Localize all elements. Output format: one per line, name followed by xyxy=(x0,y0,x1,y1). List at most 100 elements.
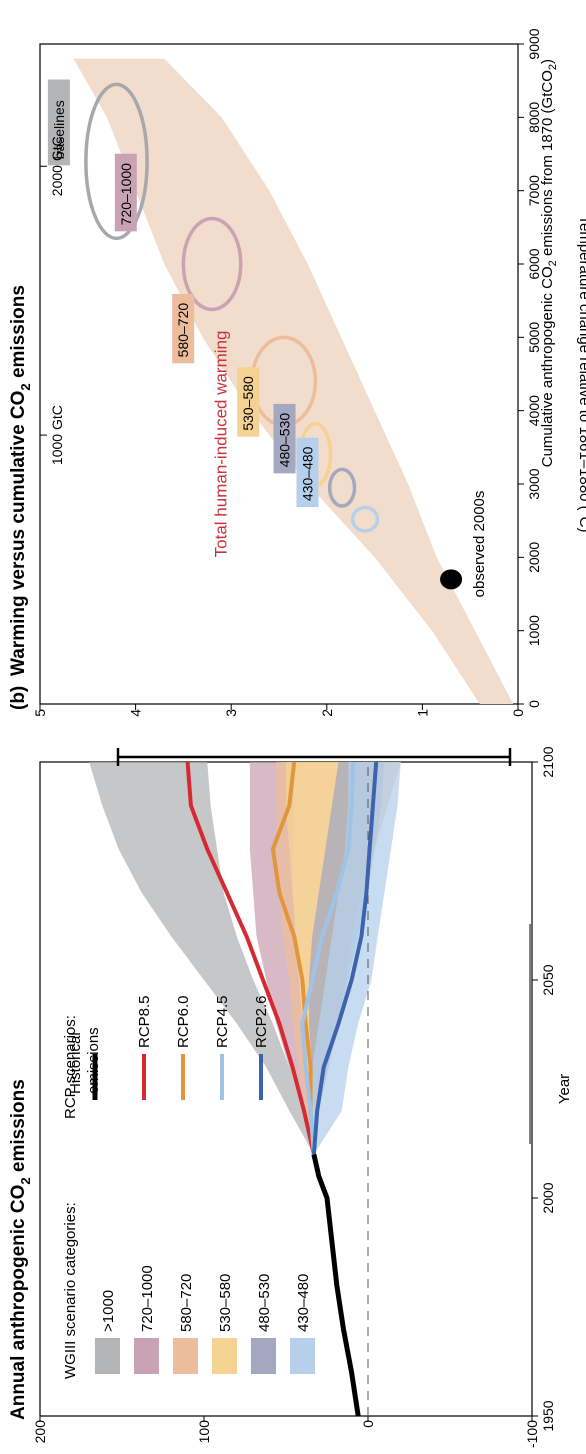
legend-label-rcp4-5: RCP4.5 xyxy=(214,995,231,1048)
panel-b-xlabel-part3: ) xyxy=(539,59,556,64)
legend-label-430-480: 430–480 xyxy=(295,1274,312,1332)
warming-plume xyxy=(73,58,514,704)
b-x-tick-label-4000: 4000 xyxy=(526,395,542,426)
b-x-tick-label-2000: 2000 xyxy=(526,542,542,573)
bracket xyxy=(116,748,512,766)
ellipse-baselines xyxy=(84,82,149,241)
legend-label-rcp8-5: RCP8.5 xyxy=(136,995,153,1048)
panel-a-axes: 1950 2000 2050 2100 -100 0 100 200 Year xyxy=(32,746,573,1448)
legend-swatch-430-480 xyxy=(290,1338,315,1374)
panel-a-title-sub: 2 xyxy=(18,1177,33,1184)
line-historical xyxy=(311,1153,361,1417)
panel-a-xlabel: Year xyxy=(556,1074,573,1104)
legend-label-rcp6-0: RCP6.0 xyxy=(175,995,192,1048)
ellipse-label-box-430-480 xyxy=(296,437,319,508)
x-tick-label-2050: 2050 xyxy=(540,964,556,995)
panel-b-title: Warming versus cumulative CO2 emissions xyxy=(8,285,33,676)
ellipse-label-580-720: 580–720 xyxy=(175,303,191,358)
panel-b-axes: 0 1000 2000 3000 4000 5000 6000 7000 8000 9000 0 1 2… xyxy=(32,28,586,717)
x-tick-label-2100: 2100 xyxy=(540,746,556,777)
panel-a-title-part2: emissions xyxy=(8,1079,29,1177)
legend-label-530-580: 530–580 xyxy=(217,1274,234,1332)
observed-label: observed 2000s xyxy=(471,491,488,598)
b-top-tick-label-2000-gtc: 2000 GtC xyxy=(49,136,65,196)
b-x-tick-label-6000: 6000 xyxy=(526,248,542,279)
b-x-tick-label-1000: 1000 xyxy=(526,615,542,646)
ellipse-720-1000 xyxy=(181,216,243,312)
legend-rcp-title: RCP scenarios: xyxy=(62,1015,79,1119)
ellipse-label-box-720-1000 xyxy=(114,153,137,232)
legend-label-580-720: 580–720 xyxy=(178,1274,195,1332)
ellipse-label-530-580: 530–580 xyxy=(240,376,256,431)
panel-b-xlabel: Cumulative anthropogenic CO2 emissions f… xyxy=(539,59,559,467)
line-rcp6-0 xyxy=(270,761,316,1155)
ellipse-label-box-480-530 xyxy=(273,403,296,474)
legend-historical-line1: Historical xyxy=(67,1032,84,1094)
observed-dot xyxy=(440,569,463,590)
panel-b-ylabel: Temperature change relative to 1861–1880… xyxy=(576,215,586,532)
legend-label-720-1000: 720–1000 xyxy=(139,1265,156,1332)
panel-b-xlabel-sub: 2 xyxy=(547,260,559,266)
legend-label-1000: >1000 xyxy=(100,1290,117,1332)
legend-label-480-530: 480–530 xyxy=(256,1274,273,1332)
ellipse-label-720-1000: 720–1000 xyxy=(118,163,134,226)
b-y-tick-label-2: 2 xyxy=(319,709,335,717)
ellipse-label-box-580-720 xyxy=(172,293,195,364)
x-tick-label-1950: 1950 xyxy=(540,1400,556,1431)
band-1000 xyxy=(89,762,314,1155)
panel-b-ellipses: baselines 720–1000 580–720 530–580 480–530 43… xyxy=(47,79,488,598)
panel-b-xlabel-sub2: 2 xyxy=(547,64,559,70)
ellipse-430-480 xyxy=(350,505,380,533)
panel-b: (b) Warming versus cumulative CO2 emissi… xyxy=(8,28,586,717)
ellipse-480-530 xyxy=(327,467,357,508)
ellipse-label-430-480: 430–480 xyxy=(299,446,315,501)
legend-label-rcp2-6: RCP2.6 xyxy=(253,995,270,1048)
b-x-tick-label-3000: 3000 xyxy=(526,468,542,499)
line-rcp2-6 xyxy=(311,761,379,1155)
ellipse-label-box-baselines xyxy=(47,79,70,166)
legend-swatch-480-530 xyxy=(251,1338,276,1374)
ellipse-label-baselines: baselines xyxy=(51,100,67,159)
legend-swatch-1000 xyxy=(95,1338,120,1374)
panel-b-xlabel-part2: emissions from 1870 (GtCO xyxy=(539,70,556,260)
line-rcp8-5 xyxy=(185,761,316,1155)
b-y-tick-label-3: 3 xyxy=(223,709,239,717)
b-x-tick-label-7000: 7000 xyxy=(526,175,542,206)
panel-b-plume: Total human-induced warming xyxy=(73,58,514,704)
b-x-tick-label-8000: 8000 xyxy=(526,102,542,133)
b-top-tick-label-1000-gtc: 1000 GtC xyxy=(49,405,65,465)
b-y-tick-label-4: 4 xyxy=(128,709,144,717)
panel-b-title-part2: emissions xyxy=(8,285,29,383)
panel-b-title-sub: 2 xyxy=(18,383,33,390)
legend-swatch-720-1000 xyxy=(134,1338,159,1374)
y-tick-label-200: 200 xyxy=(32,1420,48,1444)
y-tick-label-100: -100 xyxy=(524,1420,540,1448)
line-rcp4-5 xyxy=(300,761,356,1155)
plume-label: Total human-induced warming xyxy=(211,331,230,558)
y-tick-label-0: 0 xyxy=(360,1420,376,1428)
panel-a-lines xyxy=(185,761,379,1417)
b-y-tick-label-5: 5 xyxy=(32,709,48,717)
panel-a: Annual anthropogenic CO2 emissions 1950 2… xyxy=(8,746,573,1448)
panel-b-label: (b) xyxy=(8,686,29,710)
b-x-tick-label-0: 0 xyxy=(526,700,542,708)
b-x-tick-label-5000: 5000 xyxy=(526,322,542,353)
b-y-tick-label-1: 1 xyxy=(414,709,430,717)
legend-historical-line2: emissions xyxy=(85,1027,102,1094)
panel-b-xlabel-part1: Cumulative anthropogenic CO xyxy=(539,266,556,467)
ellipse-label-480-530: 480–530 xyxy=(277,413,293,468)
panel-a-title-part1: Annual anthropogenic CO xyxy=(8,1185,29,1420)
legend-swatch-530-580 xyxy=(212,1338,237,1374)
x-tick-label-2000: 2000 xyxy=(540,1182,556,1213)
b-x-tick-label-9000: 9000 xyxy=(526,28,542,59)
panel-a-legend: WGIII scenario categories: RCP scenarios… xyxy=(62,924,531,1379)
panel-b-title-part1: Warming versus cumulative CO xyxy=(8,391,29,676)
ellipse-label-box-530-580 xyxy=(237,367,260,437)
b-y-tick-label-0: 0 xyxy=(510,709,526,717)
y-tick-label-100: 100 xyxy=(196,1420,212,1444)
legend-categories-title: WGIII scenario categories: xyxy=(62,1202,79,1379)
legend-swatch-580-720 xyxy=(173,1338,198,1374)
